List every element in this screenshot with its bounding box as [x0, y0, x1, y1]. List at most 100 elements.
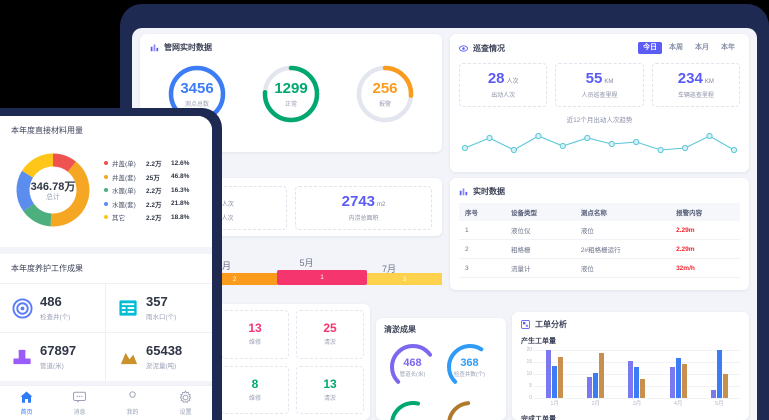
- donut-total-value: 346.78万: [30, 181, 76, 193]
- legend-value: 2.2万: [146, 188, 162, 195]
- alarm-cell: 2.29m: [670, 221, 740, 240]
- legend-dot: [104, 174, 108, 179]
- counter-box: 13 清淤: [296, 365, 364, 414]
- donut-slice: [16, 170, 35, 212]
- ring-2: 1299 正常: [260, 63, 322, 125]
- tablet-device: 管网实时数据 3456 测点总数 1299 正常 256 报警 巡查情况 今日 本周 本月 本年…: [120, 4, 769, 420]
- y-axis-ticks: 0 5 10 15 20: [521, 347, 534, 401]
- gauge-svg: [389, 344, 436, 390]
- person-icon: [129, 391, 136, 398]
- legend-row: 其它 2.2万 18.8%: [104, 212, 189, 222]
- month-segment: 1: [277, 270, 367, 285]
- grid-icon: [521, 320, 530, 329]
- alarm-cell: 2.29m: [670, 239, 740, 259]
- trend-point: [461, 145, 469, 152]
- stat-value: 28 人次: [487, 70, 519, 88]
- donut-total-label: 总计: [46, 194, 60, 201]
- patrol-tab-本月[interactable]: 本月: [695, 44, 709, 51]
- legend-row: 水篦(单) 2.2万 16.3%: [104, 185, 189, 195]
- ring-value: 1299: [274, 79, 308, 97]
- y-tick: 20: [526, 347, 532, 353]
- trend-title: 近12个月出动人次趋势: [566, 117, 633, 125]
- legend-percent: 21.8%: [171, 200, 190, 207]
- ring-3: 256 报警: [354, 63, 416, 125]
- counter-value: 13: [248, 321, 262, 336]
- bar-chart-icon: [150, 44, 159, 52]
- gridline: [534, 362, 740, 363]
- gauge-label: 检查井数(个): [453, 372, 486, 378]
- bar: [587, 377, 593, 398]
- ring-label: 正常: [284, 101, 297, 108]
- donut-legend: 井盖(单) 2.2万 12.6% 井盖(套) 25万 46.8% 水篦(单) 2.2万 16.3…: [104, 155, 189, 226]
- gauge: 468 管道长(米): [387, 341, 439, 393]
- alarm-table-body: 1 液位仪 液位 2.29m 2 粗格栅 2#粗格栅运行 2.29m 3 流量计 液位 32m/h: [459, 221, 740, 278]
- nav-item-gear[interactable]: 设置: [159, 386, 212, 420]
- home-icon: [20, 391, 33, 403]
- patrol-tab-本年[interactable]: 本年: [721, 44, 735, 51]
- bar-groups: [534, 350, 740, 398]
- alarm-column-header: 报警内容: [670, 203, 740, 221]
- trend-point: [510, 147, 518, 154]
- bar: [681, 363, 687, 398]
- bar: [599, 352, 605, 398]
- workorder-analysis-card: 工单分析 产生工单量 0 5 10 15 20 1月 2月 3月 4月 5月 完成工单量: [512, 312, 749, 420]
- patrol-tab-本周[interactable]: 本周: [669, 44, 683, 51]
- phone-bottom-nav[interactable]: 首页 消息 我的 设置: [0, 385, 212, 420]
- alarm-cell: 2#粗格栅运行: [574, 239, 671, 259]
- patrol-tab-今日[interactable]: 今日: [638, 42, 662, 55]
- trend-point: [657, 147, 664, 154]
- alarm-table: 序号 设备类型 测点名称 报警内容 1 液位仪 液位 2.29m 2 粗格栅 2#粗格栅运行 2.2…: [459, 203, 740, 278]
- bar: [710, 389, 716, 398]
- bar: [716, 350, 722, 398]
- maintenance-kpi-cell: 65438 淤泥量(吨): [106, 332, 212, 381]
- bar-group: [710, 350, 728, 398]
- trend-point: [535, 133, 542, 140]
- sludge-icon: [120, 352, 138, 364]
- legend-dot: [104, 215, 108, 219]
- counter-label: 清淤: [323, 340, 336, 347]
- maintenance-kpi-cell: 357 雨水口(个): [106, 283, 212, 332]
- stat-unit: 人次: [506, 79, 519, 86]
- ring-value: 256: [372, 79, 398, 97]
- maintenance-result-card: 本年度养护工作成果 486 检查井(个) 357 雨水口(个) 67897 管道(米) 65…: [0, 254, 212, 381]
- nav-item-person[interactable]: 我的: [106, 386, 159, 420]
- alarm-table-card: 实时数据 序号 设备类型 测点名称 报警内容 1 液位仪 液位 2.29m 2 粗格栅 2#粗格栅…: [450, 178, 749, 290]
- alarm-cell: 32m/h: [670, 258, 740, 278]
- gear-icon: [179, 390, 192, 403]
- y-tick: 10: [526, 371, 532, 377]
- bar-chart-icon: [459, 188, 468, 196]
- nav-item-home[interactable]: 首页: [0, 386, 53, 420]
- gauge: [387, 398, 439, 420]
- legend-dot: [104, 201, 108, 206]
- bar: [552, 366, 558, 398]
- nav-item-message[interactable]: 消息: [53, 386, 106, 420]
- legend-name: 井盖(套): [112, 174, 136, 182]
- material-donut-chart: 346.78万 总计: [10, 147, 96, 233]
- counter-label: 维修: [248, 395, 261, 402]
- workorder-bar-chart: 0 5 10 15 20 1月 2月 3月 4月 5月: [521, 347, 740, 408]
- tablet-screen: 管网实时数据 3456 测点总数 1299 正常 256 报警 巡查情况 今日 本周 本月 本年…: [132, 28, 757, 420]
- stat-label: 人员巡查里程: [581, 93, 618, 100]
- legend-percent: 46.8%: [171, 173, 190, 180]
- patrol-period-tabs[interactable]: 今日 本周 本月 本年: [638, 42, 740, 55]
- x-tick: 3月: [632, 401, 642, 407]
- alarm-cell: 1: [459, 221, 505, 240]
- material-donut-section: 346.78万 总计 井盖(单) 2.2万 12.6% 井盖(套) 25万 46.8% 水篦…: [0, 145, 212, 247]
- kpi-text: 486 检查井(个): [40, 295, 70, 321]
- maintenance-kpi-grid: 486 检查井(个) 357 雨水口(个) 67897 管道(米) 65438 淤泥量(吨): [0, 283, 212, 381]
- kpi-label: 雨水口(个): [146, 314, 177, 321]
- legend-name: 井盖(单): [112, 161, 136, 168]
- patrol-card-header: 巡查情况 今日 本周 本月 本年: [459, 42, 740, 55]
- month-segment: 3: [367, 273, 442, 285]
- alarm-cell: 粗格栅: [504, 239, 575, 259]
- grid-table-icon: [119, 299, 137, 316]
- donut-slice: [50, 161, 90, 227]
- dredging-card-header: 清淤成果: [384, 324, 498, 335]
- legend-row: 井盖(单) 2.2万 12.6%: [104, 158, 189, 168]
- month-rank-bar: 10月5月7月 213: [192, 256, 442, 296]
- nav-label: 首页: [20, 410, 33, 416]
- patrol-card-title: 巡查情况: [473, 43, 505, 53]
- alarm-cell: 液位仪: [504, 221, 575, 240]
- gauge-label: 管道长(米): [399, 372, 426, 378]
- bar: [546, 350, 552, 398]
